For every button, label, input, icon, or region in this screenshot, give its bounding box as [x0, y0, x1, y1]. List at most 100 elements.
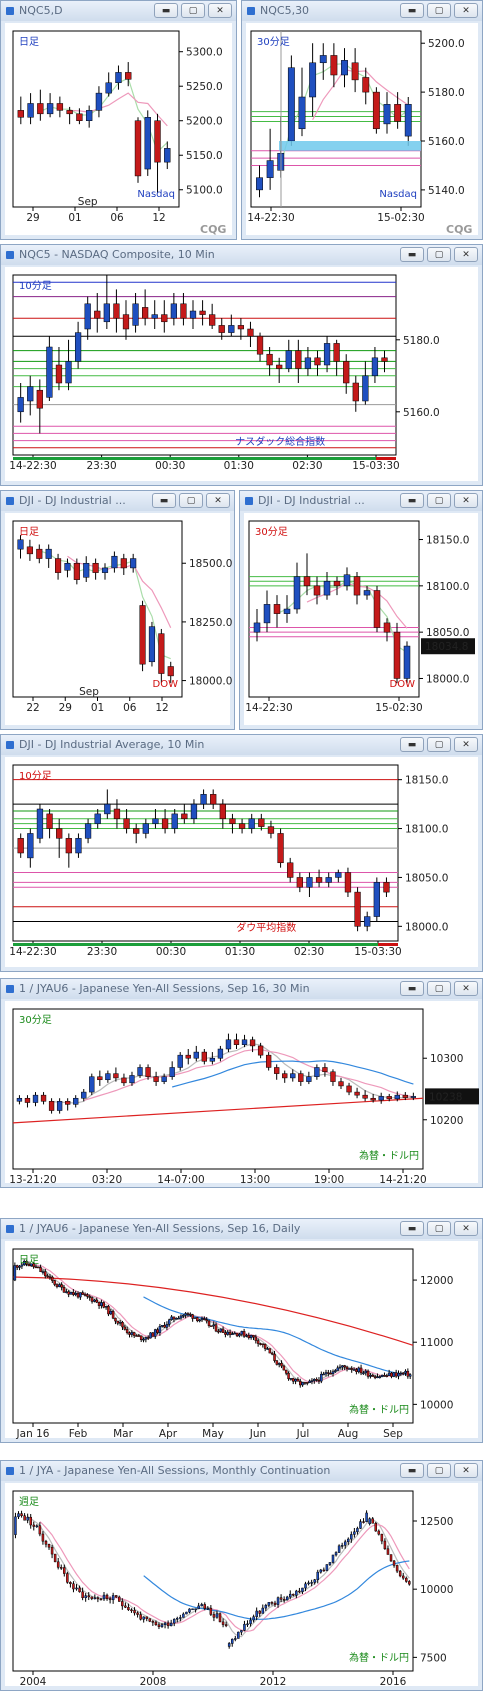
candle-body — [46, 103, 54, 115]
candle-body — [366, 1370, 370, 1377]
maximize-button[interactable]: ▢ — [427, 3, 451, 18]
window-titlebar[interactable]: DJI - DJ Industrial ... ▬ ▢ ✕ — [240, 491, 482, 511]
close-button[interactable]: ✕ — [454, 1463, 478, 1478]
maximize-button[interactable]: ▢ — [427, 493, 451, 508]
chart-window[interactable]: DJI - DJ Industrial ... ▬ ▢ ✕ 日足 DOW 18500.0 18… — [0, 490, 235, 730]
candle-body — [295, 350, 302, 369]
maximize-button[interactable]: ▢ — [427, 1221, 451, 1236]
candle-body — [258, 818, 265, 827]
x-tick-label: 14-07:00 — [157, 1174, 204, 1185]
candle-body — [145, 1616, 148, 1619]
minimize-button[interactable]: ▬ — [400, 3, 424, 18]
y-tick-label: 18000.0 — [426, 673, 469, 685]
close-button[interactable]: ✕ — [454, 1221, 478, 1236]
chart-svg: 日足 DOW 18500.0 18250.0 18000.0 22 29 01 06 12 Sep — [12, 520, 232, 714]
x-tick-label: 2012 — [260, 1676, 287, 1688]
x-tick-label: 01:30 — [224, 460, 254, 472]
candle-body — [121, 1601, 124, 1607]
candle-body — [210, 1325, 213, 1327]
candle-body — [380, 1374, 384, 1377]
candle-body — [157, 1624, 161, 1627]
candle-body — [197, 1605, 200, 1609]
chart-window[interactable]: NQC5,30 ▬ ▢ ✕ 30分足 Nasdaq 5200.0 5180.0 5160.0 51… — [241, 0, 483, 240]
x-tick-label: 15-03:30 — [352, 460, 399, 472]
candle-body — [334, 1370, 337, 1372]
minimize-button[interactable]: ▬ — [400, 493, 424, 508]
candle-body — [218, 1613, 222, 1623]
candle-body — [160, 1325, 164, 1327]
moving-average-line — [83, 1048, 414, 1101]
minimize-button[interactable]: ▬ — [152, 493, 176, 508]
candle-body — [328, 1562, 332, 1565]
window-titlebar[interactable]: 1 / JYAU6 - Japanese Yen-All Sessions, S… — [1, 1219, 482, 1239]
chart-window[interactable]: 1 / JYA - Japanese Yen-All Sessions, Mon… — [0, 1460, 483, 1691]
candle-body — [336, 1367, 339, 1371]
candle-body — [189, 1313, 192, 1316]
chart-window[interactable]: 1 / JYAU6 - Japanese Yen-All Sessions, S… — [0, 978, 483, 1188]
minimize-button[interactable]: ▬ — [154, 3, 178, 18]
moving-average-line — [312, 69, 409, 121]
plot-frame — [12, 1248, 414, 1424]
minimize-button[interactable]: ▬ — [400, 1221, 424, 1236]
maximize-button[interactable]: ▢ — [427, 247, 451, 262]
minimize-button[interactable]: ▬ — [400, 981, 424, 996]
window-titlebar[interactable]: DJI - DJ Industrial ... ▬ ▢ ✕ — [1, 491, 234, 511]
window-titlebar[interactable]: NQC5 - NASDAQ Composite, 10 Min ▬ ▢ ✕ — [1, 245, 482, 265]
window-titlebar[interactable]: 1 / JYAU6 - Japanese Yen-All Sessions, S… — [1, 979, 482, 999]
maximize-button[interactable]: ▢ — [427, 737, 451, 752]
minimize-button[interactable]: ▬ — [400, 1463, 424, 1478]
chart-window[interactable]: DJI - DJ Industrial ... ▬ ▢ ✕ 30分足 DOW 18150.0… — [239, 490, 483, 730]
candle-body — [40, 1094, 47, 1102]
candle-body — [156, 1329, 159, 1333]
maximize-button[interactable]: ▢ — [179, 493, 203, 508]
minimize-button[interactable]: ▬ — [400, 737, 424, 752]
close-button[interactable]: ✕ — [208, 3, 232, 18]
maximize-button[interactable]: ▢ — [181, 3, 205, 18]
candle-body — [233, 1332, 237, 1335]
candle-body — [231, 1333, 234, 1336]
maximize-button[interactable]: ▢ — [427, 1463, 451, 1478]
close-button[interactable]: ✕ — [206, 493, 230, 508]
moving-average-line — [27, 1516, 410, 1638]
candle-body — [125, 72, 132, 80]
candle-body — [88, 1296, 91, 1298]
candle-body — [139, 605, 146, 665]
candle-body — [369, 1375, 372, 1377]
candle-body — [29, 1263, 33, 1267]
candle-body — [179, 1315, 183, 1319]
candle-body — [154, 120, 161, 163]
candle-body — [341, 1365, 344, 1368]
x-tick-label: 06 — [110, 212, 124, 224]
candle-body — [263, 604, 271, 624]
minimize-button[interactable]: ▬ — [400, 247, 424, 262]
candle-body — [166, 1622, 170, 1627]
close-button[interactable]: ✕ — [454, 493, 478, 508]
window-titlebar[interactable]: NQC5,D ▬ ▢ ✕ — [1, 1, 236, 21]
candle-body — [217, 1330, 220, 1333]
close-button[interactable]: ✕ — [454, 981, 478, 996]
candle-body — [306, 1076, 312, 1082]
window-titlebar[interactable]: NQC5,30 ▬ ▢ ✕ — [242, 1, 482, 21]
chart-window[interactable]: NQC5 - NASDAQ Composite, 10 Min ▬ ▢ ✕ 10分足 ナス… — [0, 244, 483, 486]
window-titlebar[interactable]: 1 / JYA - Japanese Yen-All Sessions, Mon… — [1, 1461, 482, 1481]
candle-body — [102, 1594, 106, 1600]
maximize-button[interactable]: ▢ — [427, 981, 451, 996]
candle-body — [132, 1332, 136, 1336]
candle-body — [161, 1076, 167, 1082]
candle-body — [324, 1372, 328, 1375]
chart-area: 日足 為替・ドル円 12000 11000 10000 Jan 16 Feb Mar Apr Ma… — [5, 1241, 478, 1440]
candle-body — [199, 310, 206, 315]
chart-window[interactable]: NQC5,D ▬ ▢ ✕ 日足 Nasdaq 5300.0 5250.0 5200.0 5150.… — [0, 0, 237, 240]
candle-body — [142, 1616, 145, 1620]
plot-frame — [12, 30, 180, 208]
candle-body — [378, 1096, 384, 1101]
close-button[interactable]: ✕ — [454, 247, 478, 262]
chart-window[interactable]: DJI - DJ Industrial Average, 10 Min ▬ ▢ ✕ 10… — [0, 734, 483, 972]
candle-body — [73, 562, 80, 580]
candle-body — [296, 877, 303, 888]
close-button[interactable]: ✕ — [454, 737, 478, 752]
close-button[interactable]: ✕ — [454, 3, 478, 18]
window-titlebar[interactable]: DJI - DJ Industrial Average, 10 Min ▬ ▢ ✕ — [1, 735, 482, 755]
candle-body — [291, 1378, 295, 1382]
chart-window[interactable]: 1 / JYAU6 - Japanese Yen-All Sessions, S… — [0, 1218, 483, 1443]
